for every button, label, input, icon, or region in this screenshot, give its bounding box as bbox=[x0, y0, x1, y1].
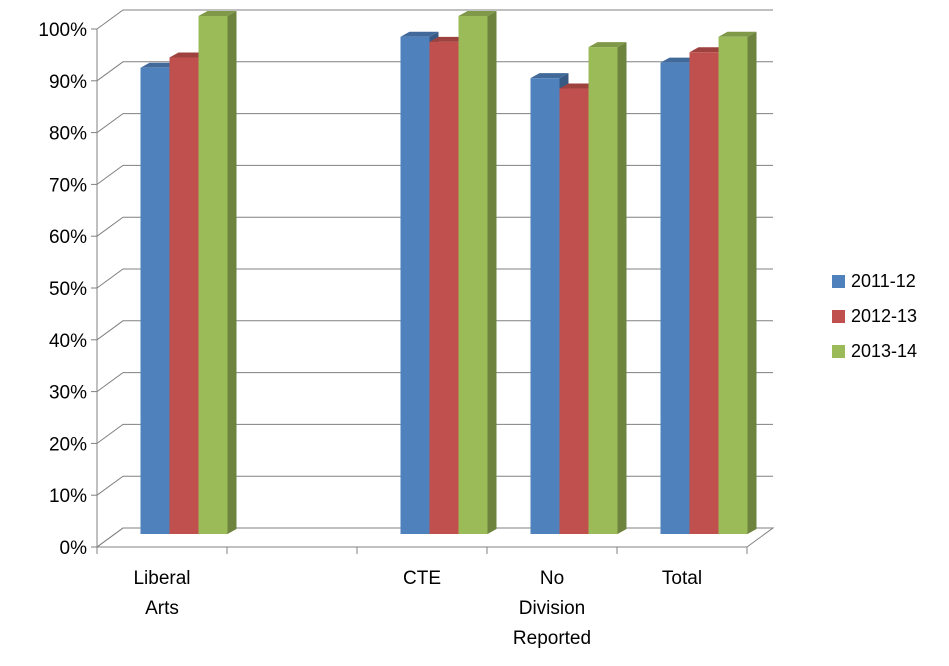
bar bbox=[198, 11, 237, 534]
y-tick-label: 40% bbox=[49, 331, 87, 352]
legend-swatch bbox=[832, 345, 845, 358]
bar-side bbox=[617, 42, 627, 534]
y-tick-label: 0% bbox=[60, 538, 88, 559]
bar-top bbox=[660, 57, 699, 63]
bar-side bbox=[747, 31, 757, 534]
legend-swatch bbox=[832, 310, 845, 323]
legend-item: 2013-14 bbox=[832, 334, 917, 369]
bar-top bbox=[169, 52, 208, 58]
x-tick-label: Arts bbox=[145, 598, 179, 619]
x-tick-label: No bbox=[540, 568, 564, 589]
bar-front bbox=[689, 52, 719, 534]
bar-front bbox=[169, 57, 199, 534]
bar-front bbox=[559, 88, 589, 535]
bar-side bbox=[227, 11, 237, 534]
bar-top bbox=[400, 31, 439, 37]
bar-top bbox=[429, 36, 468, 42]
bar-top bbox=[140, 62, 179, 68]
legend-item: 2012-13 bbox=[832, 299, 917, 334]
y-tick-label: 70% bbox=[49, 175, 87, 196]
bar-front bbox=[718, 36, 748, 534]
bar bbox=[588, 42, 627, 534]
bar-front bbox=[530, 78, 560, 534]
bar-top bbox=[559, 83, 598, 89]
gridline bbox=[96, 9, 773, 30]
y-tick-label: 50% bbox=[49, 279, 87, 300]
bar-top bbox=[198, 11, 237, 16]
bar-front bbox=[400, 36, 430, 534]
bar-side bbox=[487, 11, 497, 534]
legend-swatch bbox=[832, 275, 845, 288]
bar-front bbox=[458, 16, 488, 534]
x-tick-label: CTE bbox=[403, 568, 441, 589]
bar-top bbox=[588, 42, 627, 48]
bar-top bbox=[458, 11, 497, 16]
legend-label: 2013-14 bbox=[851, 341, 918, 361]
y-tick-label: 100% bbox=[38, 20, 87, 41]
bar-front bbox=[140, 67, 170, 535]
bar-front bbox=[660, 62, 690, 535]
bar bbox=[718, 31, 757, 534]
legend-label: 2011-12 bbox=[851, 271, 916, 291]
bar-top bbox=[718, 31, 757, 37]
y-tick-label: 90% bbox=[49, 72, 87, 93]
bar-top bbox=[530, 73, 569, 79]
legend-label: 2012-13 bbox=[851, 306, 918, 326]
x-tick-label: Liberal bbox=[133, 568, 190, 589]
bar bbox=[458, 11, 497, 534]
y-tick-label: 20% bbox=[49, 434, 87, 455]
y-tick-label: 30% bbox=[49, 383, 87, 404]
bar-front bbox=[588, 47, 618, 534]
legend-item: 2011-12 bbox=[832, 264, 917, 299]
gridline bbox=[96, 61, 773, 82]
bar-top bbox=[689, 47, 728, 53]
bar-front bbox=[429, 41, 459, 535]
legend: 2011-12 2012-13 2013-14 bbox=[832, 264, 917, 369]
x-tick-label: Total bbox=[662, 568, 702, 589]
x-tick-label: Reported bbox=[513, 628, 591, 649]
bar-front bbox=[198, 16, 228, 534]
y-tick-label: 10% bbox=[49, 486, 87, 507]
y-tick-label: 60% bbox=[49, 227, 87, 248]
x-tick-label: Division bbox=[519, 598, 586, 619]
y-tick-label: 80% bbox=[49, 124, 87, 145]
